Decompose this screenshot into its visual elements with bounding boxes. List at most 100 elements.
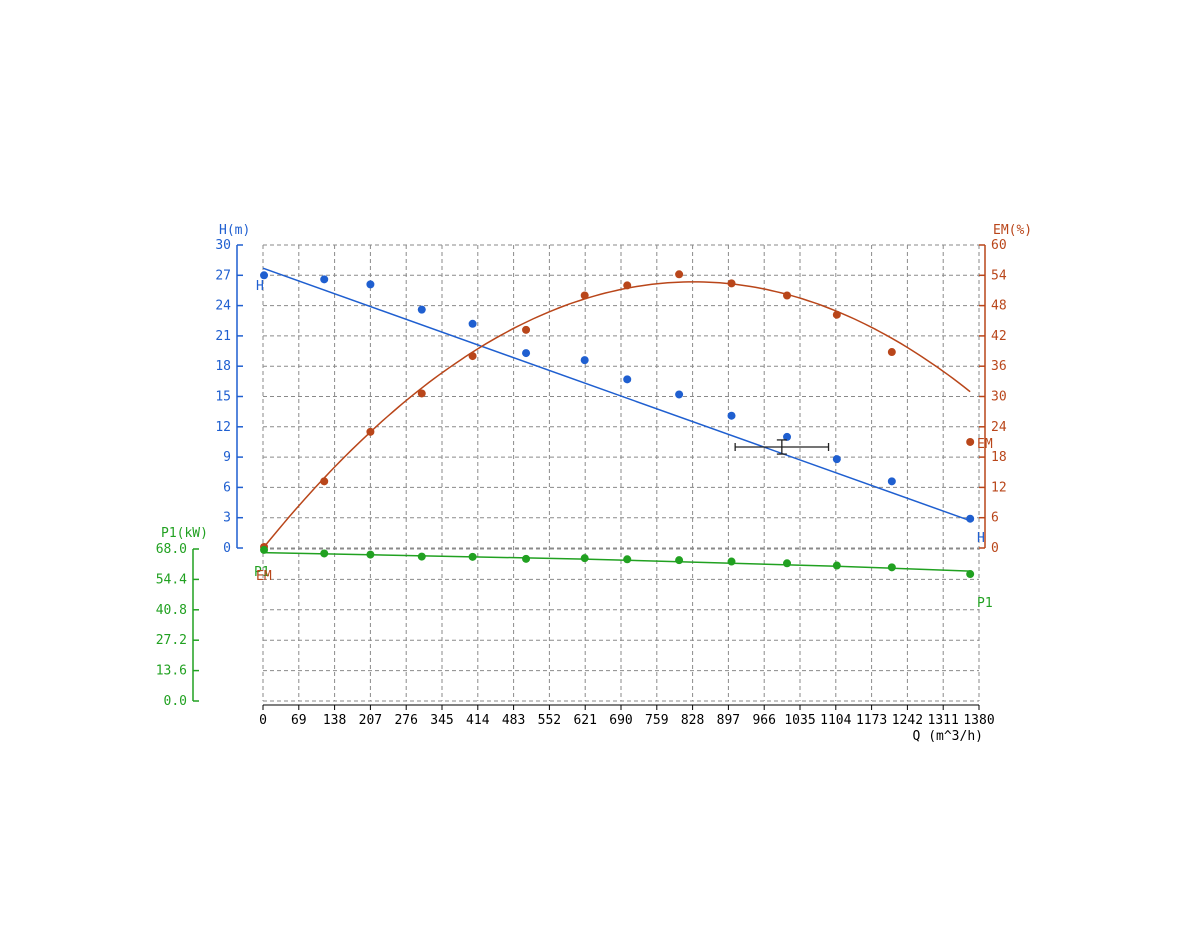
h-data-point	[727, 411, 736, 420]
x-tick-label: 1311	[928, 713, 959, 728]
em-data-point	[417, 389, 426, 398]
h-data-point	[966, 514, 975, 523]
em-data-point	[366, 427, 375, 436]
h-axis-title: H(m)	[219, 223, 250, 238]
em-axis-title: EM(%)	[993, 223, 1032, 238]
p1-data-point	[783, 559, 792, 568]
x-tick-label: 1173	[856, 713, 887, 728]
em-start-label: EM	[256, 569, 272, 584]
em-data-point	[580, 291, 589, 300]
h-data-point	[417, 305, 426, 314]
em-tick-label: 18	[991, 450, 1007, 465]
p1-data-point	[623, 555, 632, 564]
em-tick-label: 24	[991, 420, 1007, 435]
em-tick-label: 42	[991, 329, 1007, 344]
h-data-point	[320, 275, 329, 284]
h-data-point	[260, 271, 269, 280]
em-tick-label: 54	[991, 268, 1007, 283]
em-tick-label: 48	[991, 299, 1007, 314]
x-axis-title: Q (m^3/h)	[913, 729, 983, 744]
h-start-label: H	[256, 279, 264, 294]
x-tick-label: 138	[323, 713, 346, 728]
p1-data-point	[580, 554, 589, 563]
h-data-point	[675, 390, 684, 399]
x-tick-label: 345	[430, 713, 453, 728]
x-tick-label: 414	[466, 713, 490, 728]
h-data-point	[522, 349, 531, 358]
em-tick-label: 12	[991, 480, 1007, 495]
h-tick-label: 21	[215, 329, 231, 344]
x-tick-label: 1035	[784, 713, 815, 728]
p1-tick-label: 54.4	[156, 572, 187, 587]
em-end-label: EM	[977, 437, 993, 452]
em-data-point	[832, 310, 841, 319]
h-tick-label: 30	[215, 238, 231, 253]
p1-data-point	[887, 563, 896, 572]
h-tick-label: 0	[223, 541, 231, 556]
em-tick-label: 6	[991, 511, 999, 526]
p1-tick-label: 68.0	[156, 542, 187, 557]
em-data-point	[966, 437, 975, 446]
em-tick-label: 30	[991, 390, 1007, 405]
x-tick-label: 897	[717, 713, 740, 728]
p1-tick-label: 13.6	[156, 664, 187, 679]
h-fit-curve	[262, 267, 971, 522]
p1-tick-label: 0.0	[164, 694, 187, 709]
em-data-point	[675, 270, 684, 279]
em-tick-label: 36	[991, 359, 1007, 374]
em-tick-label: 60	[991, 238, 1007, 253]
p1-data-point	[260, 545, 269, 554]
h-tick-label: 27	[215, 268, 231, 283]
h-tick-label: 3	[223, 511, 231, 526]
em-data-point	[783, 291, 792, 300]
h-data-point	[887, 477, 896, 486]
h-tick-label: 12	[215, 420, 231, 435]
em-data-point	[320, 477, 329, 486]
p1-data-point	[727, 557, 736, 566]
h-data-point	[580, 356, 589, 365]
grid	[262, 244, 980, 702]
h-data-point	[832, 455, 841, 464]
h-tick-label: 18	[215, 359, 231, 374]
em-data-point	[468, 352, 477, 361]
x-tick-label: 1380	[963, 713, 994, 728]
x-tick-label: 690	[609, 713, 632, 728]
p1-tick-label: 40.8	[156, 603, 187, 618]
p1-data-point	[417, 552, 426, 561]
em-fit-curve	[262, 281, 971, 549]
p1-data-point	[675, 556, 684, 565]
x-tick-label: 1242	[892, 713, 923, 728]
p1-tick-label: 27.2	[156, 633, 187, 648]
em-data-point	[522, 325, 531, 334]
series	[260, 267, 975, 579]
h-data-point	[623, 375, 632, 384]
x-tick-label: 966	[752, 713, 775, 728]
x-tick-label: 0	[259, 713, 267, 728]
h-end-label: H	[977, 531, 985, 546]
p1-data-point	[366, 550, 375, 559]
h-tick-label: 24	[215, 299, 231, 314]
x-tick-label: 483	[502, 713, 525, 728]
x-tick-label: 759	[645, 713, 668, 728]
x-tick-label: 69	[291, 713, 307, 728]
p1-data-point	[522, 554, 531, 563]
em-data-point	[623, 281, 632, 290]
x-tick-label: 1104	[820, 713, 851, 728]
x-tick-label: 621	[573, 713, 596, 728]
h-tick-label: 15	[215, 390, 231, 405]
p1-data-point	[832, 561, 841, 570]
h-tick-label: 9	[223, 450, 231, 465]
p1-data-point	[468, 552, 477, 561]
x-tick-label: 276	[394, 713, 417, 728]
h-data-point	[468, 319, 477, 328]
em-data-point	[887, 348, 896, 357]
p1-data-point	[320, 549, 329, 558]
axes: 0 69 138 207 276 345 414 483 552 621 690 759 828 897 9…	[156, 223, 1032, 744]
h-data-point	[366, 280, 375, 289]
p1-data-point	[966, 570, 975, 579]
p1-axis-title: P1(kW)	[161, 526, 208, 541]
x-tick-label: 207	[359, 713, 382, 728]
x-tick-label: 552	[538, 713, 561, 728]
